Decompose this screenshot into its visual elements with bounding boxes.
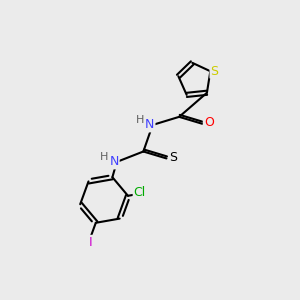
Text: O: O xyxy=(204,116,214,129)
Text: H: H xyxy=(100,152,108,162)
Text: Cl: Cl xyxy=(134,186,146,199)
Text: N: N xyxy=(145,118,154,131)
Text: S: S xyxy=(211,65,218,78)
Text: I: I xyxy=(89,236,93,249)
Text: N: N xyxy=(109,155,119,168)
Text: S: S xyxy=(169,151,177,164)
Text: H: H xyxy=(136,115,144,125)
